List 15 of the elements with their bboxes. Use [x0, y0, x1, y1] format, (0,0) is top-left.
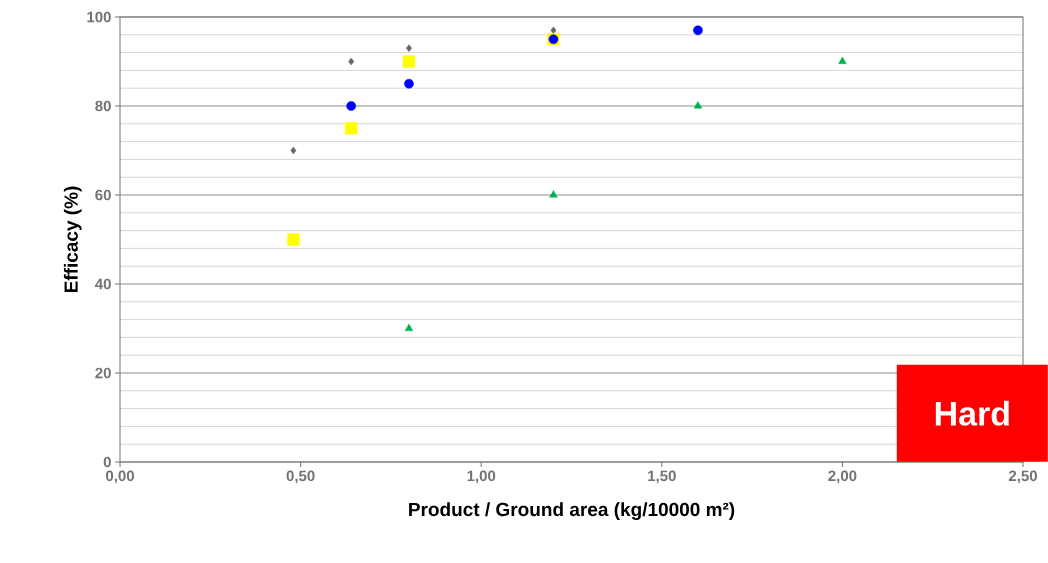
x-tick-label: 1,50 — [648, 470, 676, 484]
x-tick-label: 1,00 — [467, 470, 496, 484]
annotation: Hard — [935, 400, 1009, 426]
y-tick-label: 60 — [95, 189, 111, 201]
y-tick-label: 20 — [95, 367, 111, 379]
x-tick-label: 2,50 — [1008, 470, 1037, 484]
x-axis-title: Product / Ground area (kg/10000 m²) — [409, 502, 735, 520]
y-tick-label: 0 — [103, 456, 111, 468]
x-tick-label: 0,00 — [106, 470, 134, 484]
y-tick-label: 100 — [87, 11, 111, 23]
y-axis-title: Efficacy (%) — [63, 186, 82, 293]
y-tick-label: 80 — [95, 100, 111, 112]
y-tick-label: 40 — [95, 278, 111, 290]
x-tick-label: 2,00 — [828, 470, 857, 484]
x-tick-label: 0,50 — [286, 470, 315, 484]
